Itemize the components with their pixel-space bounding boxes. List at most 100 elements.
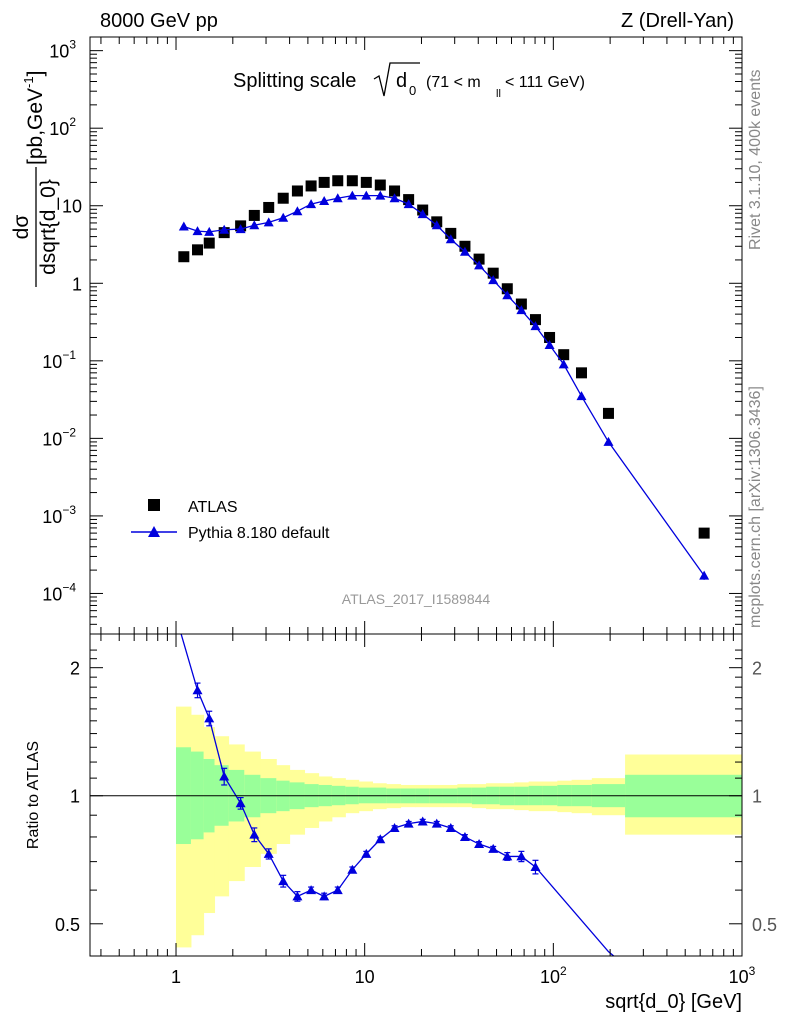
atlas-data-point <box>473 253 485 265</box>
mc-data-point <box>558 359 569 369</box>
ratio-y-tick-label: 0.5 <box>55 915 80 935</box>
y-label-numerator: dσ <box>10 215 33 240</box>
mc-data-point <box>332 193 343 203</box>
x-tick-base: 10 <box>729 967 749 987</box>
atlas-data-point <box>515 298 527 310</box>
mc-data-point <box>375 190 386 200</box>
y-tick-base: 10 <box>49 119 69 139</box>
ratio-mc-point <box>235 798 246 808</box>
x-tick-label: 102 <box>540 964 567 987</box>
mcplots-reference-label: mcplots.cern.ch [arXiv:1306.3436] <box>747 386 764 628</box>
y-tick-label: 10−2 <box>42 425 76 449</box>
mc-data-point <box>235 224 246 234</box>
ratio-mc-point <box>347 864 358 874</box>
uncertainty-band <box>176 706 743 948</box>
y-label-unit-close: ] <box>24 71 47 77</box>
y-tick-base: 1 <box>72 274 82 294</box>
y-tick-exponent: −2 <box>62 425 76 439</box>
ratio-y-tick-label: 2 <box>70 659 80 679</box>
atlas-data-point <box>305 180 317 192</box>
y-label-unit-text: [pb,GeV <box>24 88 47 165</box>
y-tick-base: 10 <box>42 584 62 604</box>
y-tick-label: 10−3 <box>42 503 76 527</box>
atlas-data-point <box>263 201 275 213</box>
atlas-data-point <box>360 176 372 188</box>
mc-data-point <box>699 570 710 580</box>
mc-data-point <box>576 391 587 401</box>
mc-data-point <box>445 234 456 244</box>
atlas-data-point <box>332 175 344 187</box>
x-tick-base: 1 <box>171 967 181 987</box>
ratio-y-tick-label-right: 0.5 <box>752 915 777 935</box>
mc-data-point <box>192 226 203 236</box>
legend: ATLAS Pythia 8.180 default <box>131 499 330 542</box>
ratio-mc-point <box>445 822 456 832</box>
mc-data-point <box>361 190 372 200</box>
y-tick-exponent: −4 <box>62 580 76 594</box>
mc-data-point <box>417 209 428 219</box>
plot-title-variable: d <box>396 70 407 92</box>
ratio-y-tick-label: 1 <box>70 787 80 807</box>
mc-data-point <box>306 199 317 209</box>
x-tick-exponent: 3 <box>749 964 756 978</box>
mc-data-point <box>502 290 513 300</box>
ratio-y-tick-label-right: 2 <box>752 659 762 679</box>
mc-data-point <box>389 193 400 203</box>
legend-mc-label: Pythia 8.180 default <box>188 525 330 542</box>
ratio-mc-point <box>204 713 215 723</box>
x-tick-base: 10 <box>540 967 560 987</box>
ratio-mc-point <box>219 771 230 781</box>
y-tick-label: 102 <box>49 115 76 139</box>
process-label: Z (Drell-Yan) <box>621 10 734 32</box>
x-tick-label: 1 <box>171 967 181 987</box>
main-plot-frame <box>89 36 743 635</box>
ratio-mc-point <box>403 818 414 828</box>
y-tick-base: 10 <box>42 352 62 372</box>
mc-data-point <box>603 436 614 446</box>
mc-data-point <box>278 212 289 222</box>
x-tick-label: 103 <box>729 964 756 987</box>
mc-data-point <box>249 220 260 230</box>
ratio-mc-point <box>192 685 203 695</box>
mc-data-point <box>319 196 330 206</box>
atlas-data-point <box>529 314 541 326</box>
plot-title-prefix: Splitting scale <box>233 70 356 92</box>
y-tick-label: 103 <box>49 38 76 62</box>
plot-title-cut: (71 < m <box>426 74 481 91</box>
mc-data-point <box>263 217 274 227</box>
ratio-mc-point <box>361 848 372 858</box>
y-tick-base: 10 <box>42 507 62 527</box>
legend-atlas-marker <box>148 499 160 511</box>
legend-mc-marker <box>148 526 160 537</box>
mc-data-point <box>474 260 485 270</box>
atlas-data-point <box>277 192 289 204</box>
main-y-axis-label: dσ dsqrt{d_0} [pb,GeV-1] <box>10 71 60 287</box>
atlas-data-point <box>346 175 358 187</box>
data-marks <box>178 175 710 956</box>
y-tick-label: 10−1 <box>42 348 76 372</box>
ratio-y-tick-label-right: 1 <box>752 787 762 807</box>
ratio-mc-point <box>332 885 343 895</box>
y-tick-exponent: −3 <box>62 503 76 517</box>
y-tick-exponent: 2 <box>69 115 76 129</box>
atlas-data-point <box>318 176 330 188</box>
atlas-data-point <box>558 349 570 361</box>
atlas-data-point <box>544 331 556 343</box>
ratio-y-axis-label: Ratio to ATLAS <box>25 741 42 849</box>
mc-data-point <box>431 220 442 230</box>
ratio-mc-line <box>180 634 615 956</box>
mc-series-line <box>183 194 705 576</box>
atlas-data-point <box>459 240 471 252</box>
atlas-data-point <box>374 179 386 191</box>
y-label-unit-exp: -1 <box>21 76 36 88</box>
y-tick-exponent: 3 <box>69 38 76 52</box>
mc-data-point <box>204 226 215 236</box>
atlas-data-point <box>192 244 204 256</box>
y-tick-base: 10 <box>62 197 82 217</box>
ratio-mc-point <box>389 822 400 832</box>
x-tick-exponent: 2 <box>560 964 567 978</box>
ratio-mc-point <box>292 891 303 901</box>
plot-title-cut-end: < 111 GeV) <box>505 74 585 91</box>
x-tick-base: 10 <box>355 967 375 987</box>
